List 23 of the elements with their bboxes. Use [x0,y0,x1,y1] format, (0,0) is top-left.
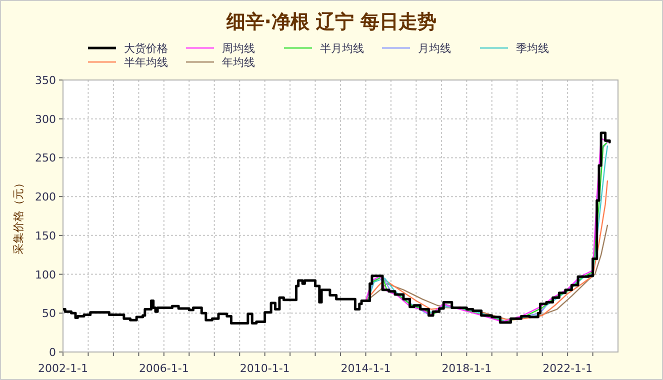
y-tick-label: 250 [35,152,56,165]
y-tick-label: 0 [49,346,56,359]
legend-label: 大货价格 [124,42,168,55]
y-tick-label: 150 [35,229,56,242]
legend-label: 半年均线 [124,56,168,69]
chart-title: 细辛·净根 辽宁 每日走势 [225,11,437,33]
legend-label: 半月均线 [320,42,364,55]
legend-label: 年均线 [222,56,255,69]
y-tick-label: 300 [35,112,56,126]
y-tick-label: 50 [42,307,56,320]
x-tick-label: 2010-1-1 [240,362,290,375]
y-tick-label: 200 [35,190,56,204]
legend-label: 周均线 [222,42,255,55]
y-axis-title: 采集价格（元） [12,178,25,254]
legend-label: 月均线 [418,42,451,55]
x-tick-label: 2022-1-1 [542,362,593,375]
y-tick-label: 350 [35,74,56,87]
y-tick-label: 100 [35,268,56,282]
x-tick-label: 2002-1-1 [38,362,88,375]
x-tick-label: 2006-1-1 [138,362,189,375]
x-tick-label: 2018-1-1 [442,362,492,375]
x-tick-label: 2014-1-1 [340,362,391,375]
legend-label: 季均线 [516,42,549,55]
